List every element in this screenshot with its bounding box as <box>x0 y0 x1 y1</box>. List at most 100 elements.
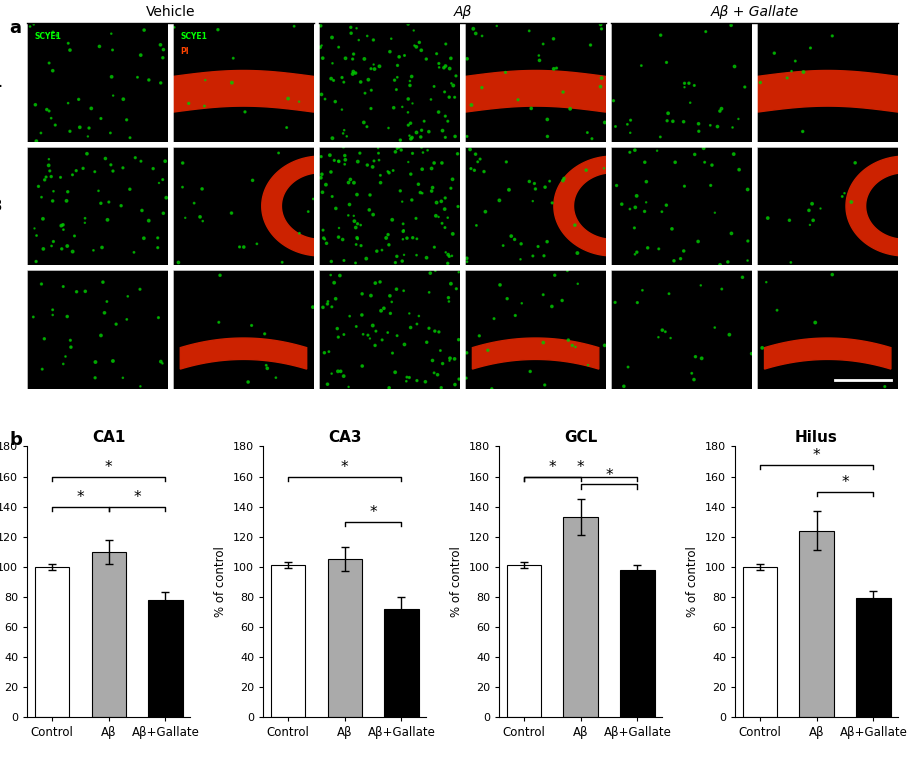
Polygon shape <box>757 70 898 112</box>
Point <box>541 0 555 5</box>
Point <box>438 27 453 39</box>
Point <box>770 36 785 48</box>
Point <box>535 223 550 235</box>
Point <box>541 135 555 147</box>
Bar <box>507 565 541 717</box>
Text: Aβ + Gallate: Aβ + Gallate <box>710 5 799 19</box>
Point <box>599 0 613 12</box>
Text: Aβ: Aβ <box>454 5 472 19</box>
Point <box>215 0 229 8</box>
Point <box>809 137 824 150</box>
Y-axis label: CA1: CA1 <box>0 75 2 90</box>
Text: *: * <box>577 460 584 475</box>
Y-axis label: % of control: % of control <box>687 546 699 617</box>
Point <box>551 162 566 174</box>
Point <box>872 19 886 31</box>
Point <box>448 0 463 11</box>
Point <box>717 9 732 21</box>
Bar <box>92 552 126 717</box>
Y-axis label: % of control: % of control <box>451 546 463 617</box>
Text: *: * <box>813 448 820 463</box>
Point <box>456 278 471 291</box>
Point <box>606 154 620 166</box>
Point <box>576 161 590 173</box>
Text: *: * <box>105 460 112 475</box>
Point <box>492 163 506 175</box>
Point <box>888 98 902 111</box>
Text: Vehicle: Vehicle <box>146 5 195 19</box>
Y-axis label: CA3: CA3 <box>0 198 3 214</box>
Text: *: * <box>549 460 556 475</box>
Point <box>428 0 443 5</box>
Point <box>649 303 663 315</box>
Point <box>870 67 884 79</box>
Polygon shape <box>554 156 648 256</box>
Polygon shape <box>846 156 907 256</box>
Text: PI: PI <box>180 47 189 56</box>
Point <box>227 142 241 154</box>
Point <box>173 70 188 82</box>
Text: SCYE1: SCYE1 <box>34 32 61 41</box>
Title: GCL: GCL <box>564 430 597 446</box>
Point <box>641 27 656 40</box>
Point <box>692 62 707 74</box>
Point <box>762 19 776 31</box>
Point <box>604 205 619 217</box>
Text: *: * <box>133 490 141 505</box>
Point <box>237 50 251 62</box>
Bar <box>620 570 655 717</box>
Point <box>845 0 860 6</box>
Text: *: * <box>605 468 613 482</box>
Bar <box>743 567 776 717</box>
Point <box>825 122 840 134</box>
Point <box>905 69 907 82</box>
Point <box>707 220 722 232</box>
Point <box>839 31 853 43</box>
Bar <box>34 567 69 717</box>
Point <box>171 164 186 176</box>
Bar <box>563 517 598 717</box>
Point <box>710 77 725 89</box>
Bar <box>327 559 362 717</box>
Title: Hilus: Hilus <box>795 430 838 446</box>
Bar <box>856 598 891 717</box>
Polygon shape <box>262 156 356 256</box>
Point <box>877 32 892 44</box>
Polygon shape <box>473 338 599 369</box>
Y-axis label: % of control: % of control <box>214 546 228 617</box>
Polygon shape <box>173 70 314 112</box>
Point <box>543 166 558 178</box>
Point <box>773 113 787 125</box>
Text: *: * <box>369 505 376 520</box>
Polygon shape <box>465 70 606 112</box>
Point <box>494 182 509 195</box>
Point <box>405 49 419 61</box>
Bar <box>385 609 418 717</box>
Bar <box>149 600 182 717</box>
Polygon shape <box>765 338 891 369</box>
Point <box>905 79 907 91</box>
Polygon shape <box>180 338 307 369</box>
Text: SCYE1: SCYE1 <box>180 32 207 41</box>
Point <box>768 320 783 333</box>
Bar <box>799 531 834 717</box>
Point <box>503 73 518 85</box>
Point <box>283 172 297 185</box>
Title: CA1: CA1 <box>92 430 125 446</box>
Point <box>454 23 469 35</box>
Point <box>631 27 646 39</box>
Bar <box>270 565 305 717</box>
Point <box>542 27 557 40</box>
Point <box>711 177 726 189</box>
Point <box>846 0 861 8</box>
Text: *: * <box>341 460 348 475</box>
Point <box>502 43 516 56</box>
Text: a: a <box>9 19 21 37</box>
Text: *: * <box>76 490 84 505</box>
Point <box>311 22 326 34</box>
Text: b: b <box>9 431 22 449</box>
Text: *: * <box>841 475 849 490</box>
Point <box>787 298 802 310</box>
Point <box>418 95 433 107</box>
Title: CA3: CA3 <box>327 430 361 446</box>
